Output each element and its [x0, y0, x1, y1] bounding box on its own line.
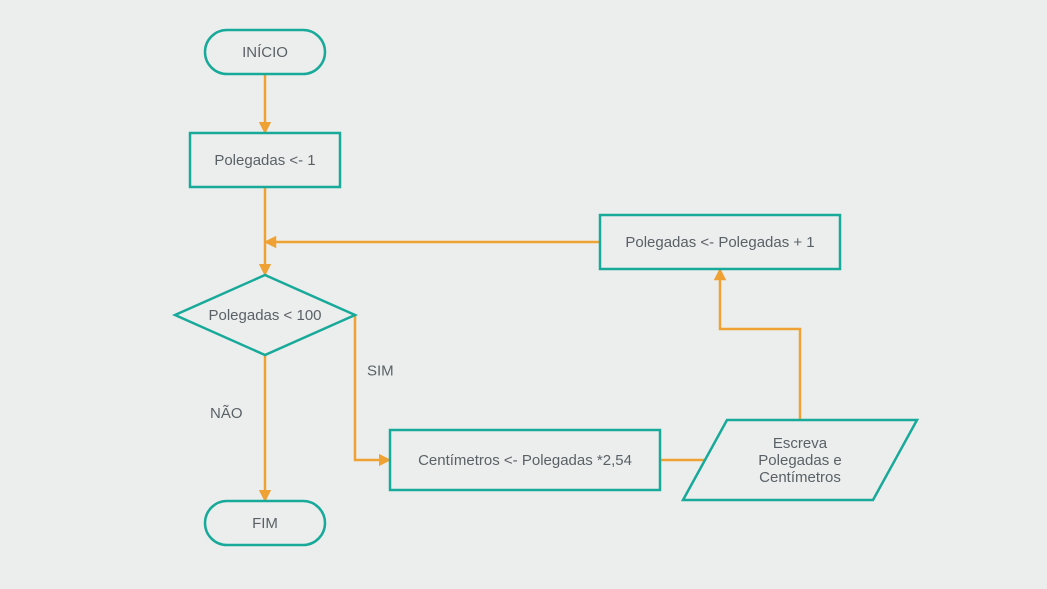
- node-label: Polegadas < 100: [208, 307, 321, 324]
- node-label: Polegadas <- 1: [214, 152, 315, 169]
- node-label: Centímetros <- Polegadas *2,54: [418, 452, 632, 469]
- node-cond: Polegadas < 100: [175, 275, 355, 355]
- node-output: EscrevaPolegadas eCentímetros: [683, 420, 917, 500]
- edge-label-nao: NÃO: [210, 405, 243, 422]
- node-label: Centímetros: [759, 469, 841, 486]
- node-label: Polegadas e: [758, 452, 841, 469]
- node-inicio: INÍCIO: [205, 30, 325, 74]
- node-calc: Centímetros <- Polegadas *2,54: [390, 430, 660, 490]
- node-fim: FIM: [205, 501, 325, 545]
- node-label: FIM: [252, 515, 278, 532]
- node-label: Polegadas <- Polegadas + 1: [625, 234, 814, 251]
- node-label: Escreva: [773, 435, 828, 452]
- node-init: Polegadas <- 1: [190, 133, 340, 187]
- edge-label-sim: SIM: [367, 363, 394, 380]
- flow-edge: [720, 269, 800, 420]
- node-increment: Polegadas <- Polegadas + 1: [600, 215, 840, 269]
- node-label: INÍCIO: [242, 44, 288, 61]
- flow-edge: [355, 315, 390, 460]
